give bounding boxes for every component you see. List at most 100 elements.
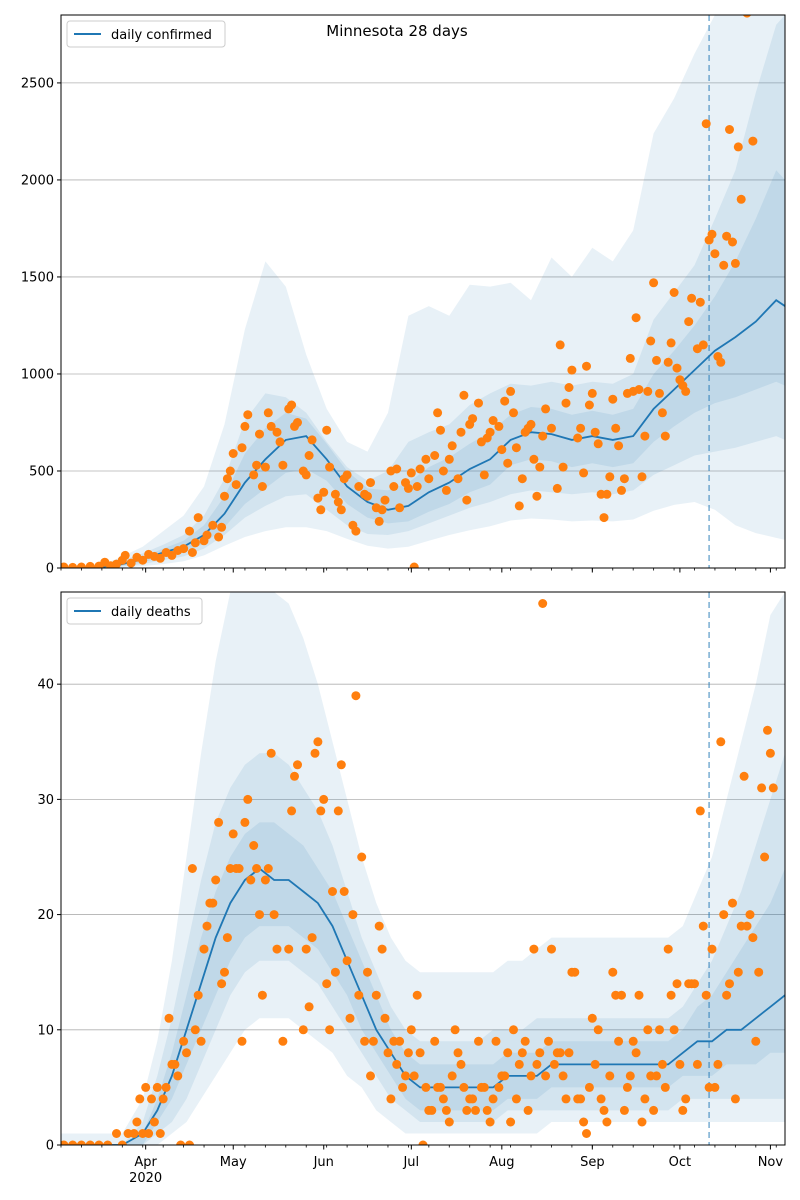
data-point [719,260,729,270]
data-point [409,1071,419,1081]
data-point [354,482,364,491]
data-point [112,1129,121,1138]
data-point [614,1036,624,1046]
data-point [424,474,434,484]
data-point [371,990,381,1000]
data-point [228,449,238,458]
data-point [76,562,86,568]
data-point [316,505,326,515]
data-point [441,485,451,495]
data-point [214,532,224,542]
data-point [459,1082,469,1092]
data-point [441,1105,451,1115]
data-point [287,400,297,410]
data-point [316,806,326,816]
data-point [479,470,489,480]
y-tick-label: 1500 [21,270,54,285]
data-point [500,396,510,406]
data-point [351,691,361,701]
data-point [561,1094,571,1104]
data-point [681,1094,691,1104]
data-point [272,944,282,954]
data-point [173,1071,183,1081]
data-point [366,1071,375,1081]
data-point [678,1105,688,1115]
data-point [506,1117,516,1127]
data-point [167,550,177,560]
data-point [185,1140,194,1145]
data-point [255,910,264,920]
data-point [582,1129,591,1138]
data-point [266,748,276,758]
data-point [275,437,285,447]
data-point [462,495,472,505]
data-point [252,460,262,470]
data-point [687,293,697,303]
data-point [643,1025,653,1035]
data-point [497,445,507,455]
data-point [287,806,297,816]
data-point [567,365,577,375]
axes-frame [60,591,786,1146]
data-point [663,944,673,954]
data-point [491,1036,501,1046]
data-point [485,1117,495,1127]
data-point [211,875,221,885]
data-point [608,394,618,404]
data-point [301,944,311,954]
confidence-band [61,753,785,1145]
plot-area [61,592,785,1145]
data-point [474,398,483,408]
data-point [336,760,346,770]
y-tick-label: 2500 [21,76,54,91]
legend-label: daily confirmed [111,28,212,43]
data-point [742,921,752,931]
data-point [719,910,729,920]
data-point [710,249,720,259]
x-tick-label: Oct [669,1155,691,1170]
data-point [120,550,130,560]
data-point [503,1048,513,1058]
data-point [535,1048,545,1058]
data-point [549,1059,559,1069]
data-point [214,817,224,827]
data-point [260,462,270,472]
data-point [710,1082,720,1092]
data-point [310,748,320,758]
x-tick-label: Apr [134,1155,157,1170]
data-point [640,431,650,441]
data-point [61,1140,69,1145]
legend-label: daily deaths [111,605,191,620]
data-point [695,297,705,307]
data-point [403,483,413,493]
data-point [117,1140,127,1145]
data-point [363,491,372,501]
data-point [155,553,165,563]
y-tick-label: 40 [37,678,54,693]
data-point [625,1071,635,1081]
data-point [547,944,556,954]
data-point [722,990,732,1000]
data-point [622,1082,632,1092]
data-point [336,505,346,515]
data-point [243,794,253,804]
data-point [290,771,299,781]
data-point [409,562,419,568]
data-point [354,990,364,1000]
data-point [293,418,302,427]
data-point [249,841,259,850]
data-point [669,1025,679,1035]
data-point [330,967,340,977]
data-point [564,383,574,392]
data-point [584,400,594,410]
data-point [357,852,367,862]
data-point [386,1094,396,1104]
data-point [339,887,349,896]
data-point [637,472,647,482]
data-point [395,503,405,513]
data-point [158,1094,168,1104]
data-point [535,462,545,472]
data-point [263,864,273,873]
data-point [584,1082,594,1092]
